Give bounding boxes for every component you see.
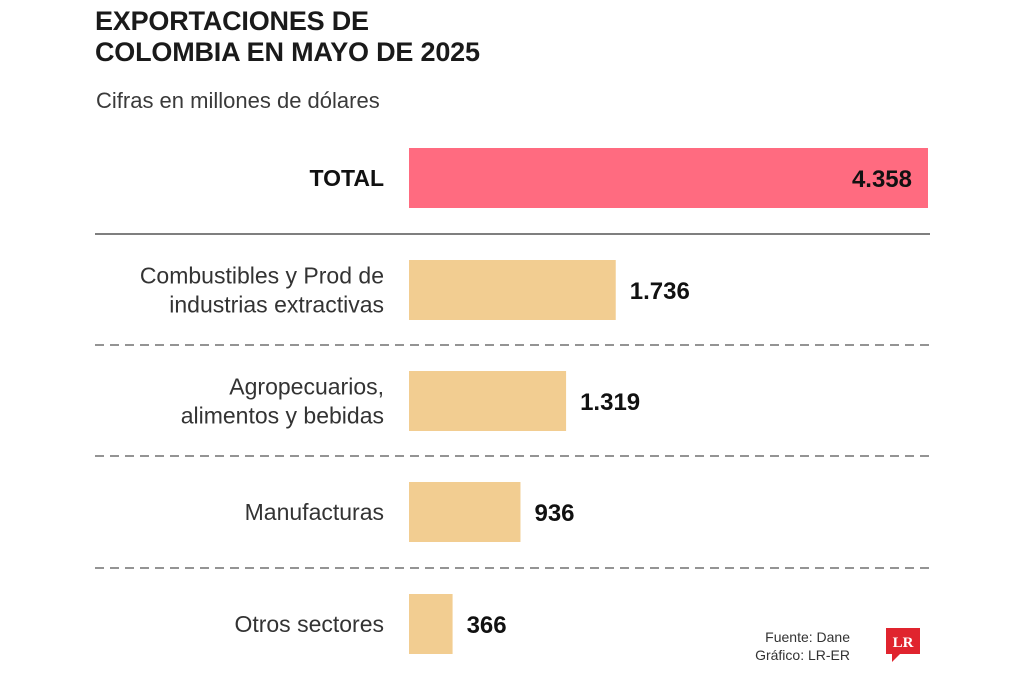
graphic-credit-line: Gráfico: LR-ER: [755, 647, 850, 663]
category-label: industrias extractivas: [169, 292, 384, 318]
bar-4: [409, 594, 453, 654]
chart-title-line2: COLOMBIA EN MAYO DE 2025: [95, 37, 480, 67]
bar-total: [409, 148, 928, 208]
chart-title-line1: EXPORTACIONES DE: [95, 6, 369, 36]
category-label: Manufacturas: [245, 499, 384, 525]
svg-text:LR: LR: [893, 635, 914, 651]
lr-logo-icon: LR: [886, 628, 920, 662]
value-label: 4.358: [852, 166, 912, 193]
bar-1: [409, 260, 616, 320]
category-label: alimentos y bebidas: [181, 403, 384, 429]
category-label: Combustibles y Prod de: [140, 263, 384, 289]
value-label: 366: [467, 612, 507, 639]
value-label: 1.319: [580, 389, 640, 416]
category-label: Otros sectores: [234, 611, 384, 637]
category-label: TOTAL: [309, 165, 384, 191]
category-label: Agropecuarios,: [229, 374, 384, 400]
chart-title: EXPORTACIONES DE COLOMBIA EN MAYO DE 202…: [95, 6, 480, 68]
value-label: 1.736: [630, 278, 690, 305]
chart-subtitle: Cifras en millones de dólares: [96, 88, 380, 113]
source-credit: Fuente: Dane Gráfico: LR-ER: [720, 628, 850, 664]
value-label: 936: [534, 500, 574, 527]
bar-3: [409, 482, 521, 542]
bar-2: [409, 371, 567, 431]
source-line: Fuente: Dane: [765, 629, 850, 645]
